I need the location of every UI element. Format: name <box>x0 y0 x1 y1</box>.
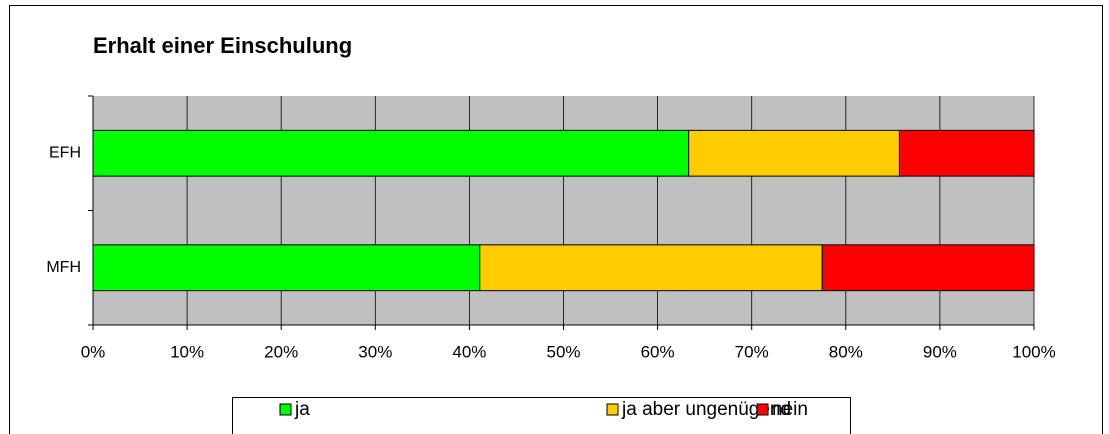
legend-swatch <box>279 403 292 416</box>
x-tick-label: 20% <box>264 342 298 361</box>
x-tick-label: 60% <box>641 342 675 361</box>
x-tick-label: 80% <box>829 342 863 361</box>
legend-label: ja aber ungenügend <box>621 399 791 420</box>
x-tick-label: 10% <box>170 342 204 361</box>
legend-swatch <box>756 403 769 416</box>
x-tick-label: 70% <box>735 342 769 361</box>
y-tick-label: MFH <box>46 259 81 276</box>
x-tick-label: 0% <box>81 342 106 361</box>
bar-segment <box>688 129 900 177</box>
x-tick-label: 90% <box>923 342 957 361</box>
bar-segment <box>92 244 481 292</box>
bar-segment <box>479 244 823 292</box>
y-tick-label: EFH <box>49 144 81 161</box>
x-tick-label: 40% <box>452 342 486 361</box>
legend-label: nein <box>772 399 808 420</box>
chart-title: Erhalt einer Einschulung <box>93 33 352 58</box>
legend <box>232 397 851 434</box>
x-tick-label: 50% <box>546 342 580 361</box>
legend-swatch <box>606 403 619 416</box>
legend-label: ja <box>294 399 310 420</box>
bar-segment <box>898 129 1035 177</box>
bar-segment <box>92 129 690 177</box>
x-tick-label: 100% <box>1012 342 1055 361</box>
x-tick-label: 30% <box>358 342 392 361</box>
bar-segment <box>821 244 1035 292</box>
